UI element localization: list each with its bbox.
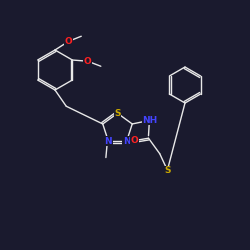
Text: O: O (131, 136, 138, 145)
Text: O: O (65, 37, 72, 46)
Text: N: N (104, 137, 112, 146)
Text: NH: NH (142, 116, 157, 125)
Text: S: S (114, 109, 121, 118)
Text: N: N (123, 137, 130, 146)
Text: O: O (84, 57, 92, 66)
Text: S: S (164, 166, 170, 175)
